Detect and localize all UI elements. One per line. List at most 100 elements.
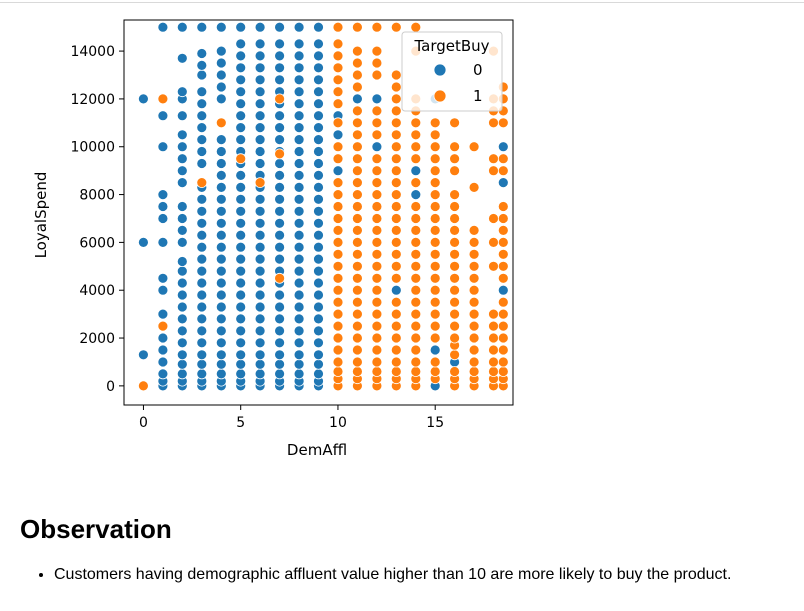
data-point bbox=[332, 141, 344, 153]
data-point bbox=[429, 236, 441, 248]
data-point bbox=[157, 141, 169, 153]
data-point bbox=[332, 260, 344, 272]
data-point bbox=[196, 301, 208, 313]
data-point bbox=[351, 57, 363, 69]
data-point bbox=[351, 296, 363, 308]
data-point bbox=[215, 368, 227, 380]
data-point bbox=[274, 229, 286, 241]
data-point bbox=[274, 368, 286, 380]
data-point bbox=[313, 349, 324, 361]
data-point bbox=[274, 325, 286, 337]
data-point bbox=[410, 177, 422, 189]
data-point bbox=[313, 74, 324, 86]
data-point bbox=[215, 229, 227, 241]
data-point bbox=[313, 122, 324, 133]
data-point bbox=[274, 169, 286, 181]
data-point bbox=[410, 296, 422, 308]
data-point bbox=[390, 344, 402, 356]
data-point bbox=[390, 81, 402, 93]
data-point bbox=[429, 117, 441, 129]
data-point bbox=[215, 134, 227, 146]
data-point bbox=[390, 236, 402, 248]
data-point bbox=[371, 213, 383, 224]
data-point bbox=[390, 21, 402, 33]
data-point bbox=[196, 337, 208, 349]
data-point bbox=[468, 296, 480, 308]
data-point bbox=[332, 366, 344, 377]
data-point bbox=[332, 332, 344, 344]
data-point bbox=[371, 260, 383, 272]
data-point bbox=[351, 366, 363, 377]
y-tick-label: 0 bbox=[106, 379, 115, 395]
data-point bbox=[274, 193, 286, 205]
data-point bbox=[274, 313, 286, 325]
legend-marker bbox=[433, 89, 447, 103]
data-point bbox=[215, 69, 227, 81]
data-point bbox=[274, 349, 286, 361]
legend-box bbox=[401, 31, 503, 112]
data-point bbox=[215, 181, 227, 193]
data-point bbox=[176, 201, 188, 212]
data-point bbox=[157, 189, 169, 201]
data-point bbox=[157, 21, 169, 33]
data-point bbox=[293, 158, 305, 169]
data-point bbox=[254, 110, 266, 122]
data-point bbox=[196, 110, 208, 122]
data-point bbox=[137, 380, 149, 392]
data-point bbox=[468, 236, 480, 248]
data-point bbox=[497, 224, 509, 236]
data-point bbox=[274, 158, 286, 169]
data-point bbox=[254, 193, 266, 205]
data-point bbox=[410, 21, 422, 33]
data-point bbox=[332, 248, 344, 260]
data-point bbox=[351, 153, 363, 165]
data-point bbox=[196, 277, 208, 289]
data-point bbox=[497, 272, 509, 284]
data-point bbox=[293, 313, 305, 325]
data-point bbox=[313, 21, 324, 33]
data-point bbox=[351, 332, 363, 344]
data-point bbox=[449, 260, 461, 272]
data-point bbox=[215, 277, 227, 289]
data-point bbox=[196, 122, 208, 133]
data-point bbox=[449, 332, 461, 344]
data-point bbox=[215, 193, 227, 205]
data-point bbox=[488, 344, 499, 356]
data-point bbox=[429, 213, 441, 224]
data-point bbox=[449, 236, 461, 248]
data-point bbox=[410, 356, 422, 368]
data-point bbox=[371, 129, 383, 141]
data-point bbox=[313, 86, 324, 98]
data-point bbox=[157, 284, 169, 296]
data-point bbox=[215, 337, 227, 349]
data-point bbox=[488, 320, 499, 332]
data-point bbox=[429, 129, 441, 141]
data-point bbox=[176, 141, 188, 153]
x-tick-label: 0 bbox=[139, 415, 148, 431]
data-point bbox=[468, 308, 480, 320]
data-point bbox=[274, 21, 286, 33]
data-point bbox=[429, 248, 441, 260]
data-point bbox=[293, 368, 305, 380]
data-point bbox=[371, 272, 383, 284]
data-point bbox=[313, 229, 324, 241]
data-point bbox=[332, 177, 344, 189]
data-point bbox=[449, 349, 461, 361]
data-point bbox=[293, 349, 305, 361]
data-point bbox=[371, 177, 383, 189]
data-point bbox=[497, 284, 509, 296]
data-point bbox=[410, 236, 422, 248]
data-point bbox=[497, 177, 509, 189]
data-point bbox=[157, 332, 169, 344]
data-point bbox=[449, 272, 461, 284]
data-point bbox=[410, 153, 422, 165]
data-point bbox=[390, 153, 402, 165]
data-point bbox=[215, 117, 227, 129]
data-point bbox=[449, 308, 461, 320]
data-point bbox=[390, 117, 402, 129]
data-point bbox=[497, 320, 509, 332]
data-point bbox=[254, 349, 266, 361]
top-divider bbox=[0, 2, 804, 3]
data-point bbox=[254, 217, 266, 229]
data-point bbox=[371, 308, 383, 320]
